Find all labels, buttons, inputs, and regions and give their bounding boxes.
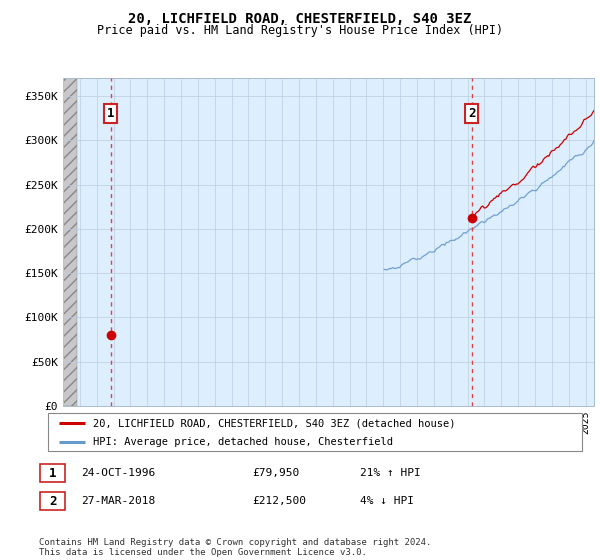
Text: 1: 1 [107, 108, 114, 120]
Text: 20, LICHFIELD ROAD, CHESTERFIELD, S40 3EZ (detached house): 20, LICHFIELD ROAD, CHESTERFIELD, S40 3E… [94, 418, 456, 428]
Text: Contains HM Land Registry data © Crown copyright and database right 2024.
This d: Contains HM Land Registry data © Crown c… [39, 538, 431, 557]
Text: 27-MAR-2018: 27-MAR-2018 [81, 496, 155, 506]
Text: 2: 2 [49, 494, 56, 508]
Text: 24-OCT-1996: 24-OCT-1996 [81, 468, 155, 478]
Text: 2: 2 [468, 108, 475, 120]
Bar [63, 74, 77, 406]
Text: 20, LICHFIELD ROAD, CHESTERFIELD, S40 3EZ: 20, LICHFIELD ROAD, CHESTERFIELD, S40 3E… [128, 12, 472, 26]
Text: 1: 1 [49, 466, 56, 480]
Text: Price paid vs. HM Land Registry's House Price Index (HPI): Price paid vs. HM Land Registry's House … [97, 24, 503, 37]
Text: 21% ↑ HPI: 21% ↑ HPI [360, 468, 421, 478]
Text: 4% ↓ HPI: 4% ↓ HPI [360, 496, 414, 506]
Text: £212,500: £212,500 [252, 496, 306, 506]
Text: HPI: Average price, detached house, Chesterfield: HPI: Average price, detached house, Ches… [94, 437, 394, 447]
Text: £79,950: £79,950 [252, 468, 299, 478]
